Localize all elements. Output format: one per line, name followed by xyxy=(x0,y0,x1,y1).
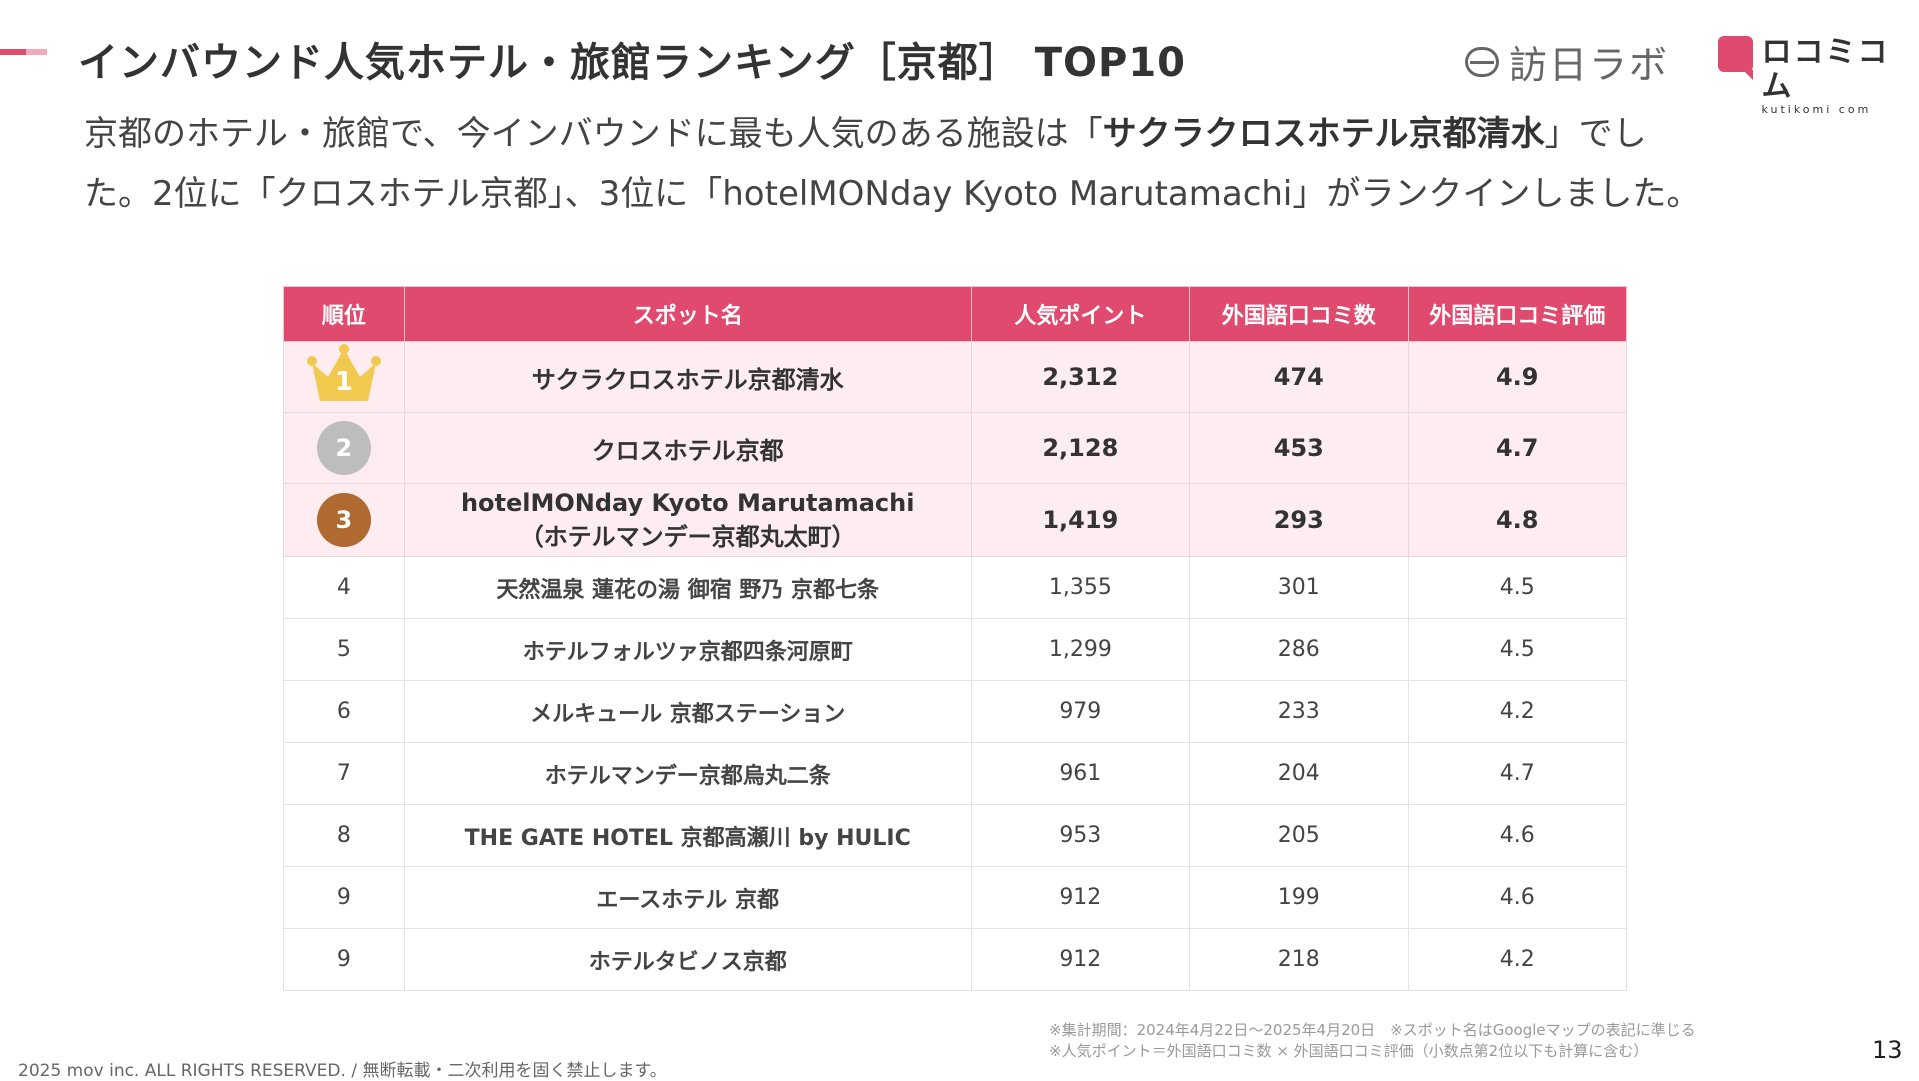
copyright-notice: 2025 mov inc. ALL RIGHTS RESERVED. / 無断転… xyxy=(18,1061,667,1081)
rank-cell: 2 xyxy=(283,412,405,484)
spot-name-cell: ホテルマンデー京都烏丸二条 xyxy=(403,742,972,805)
ranking-table: 順位 スポット名 人気ポイント 外国語口コミ数 外国語口コミ評価 1 サクラ xyxy=(283,286,1627,991)
kuchikomi-logo-subtext: kutikomi com xyxy=(1761,103,1872,116)
review-count-cell: 293 xyxy=(1189,483,1409,557)
spot-name-line-jp: （ホテルマンデー京都丸太町） xyxy=(519,523,856,551)
col-header-spot-name: スポット名 xyxy=(403,286,972,342)
table-row: 6 メルキュール 京都ステーション 979 233 4.2 xyxy=(283,680,1627,743)
spot-name-cell: ホテルタビノス京都 xyxy=(403,928,972,991)
spot-name-cell: THE GATE HOTEL 京都高瀬川 by HULIC xyxy=(403,804,972,867)
rating-cell: 4.8 xyxy=(1407,483,1627,557)
rating-cell: 4.9 xyxy=(1407,341,1627,413)
rating-cell: 4.7 xyxy=(1407,742,1627,805)
rank-cell: 3 xyxy=(283,483,405,557)
spot-name-cell: サクラクロスホテル京都清水 xyxy=(403,341,972,413)
houniti-labo-logo: 訪日ラボ xyxy=(1465,34,1669,89)
col-header-review-rating: 外国語口コミ評価 xyxy=(1407,286,1627,342)
rating-cell: 4.5 xyxy=(1407,556,1627,619)
table-row: 4 天然温泉 蓮花の湯 御宿 野乃 京都七条 1,355 301 4.5 xyxy=(283,556,1627,619)
page-title: インバウンド人気ホテル・旅館ランキング［京都］ TOP10 xyxy=(78,40,1186,86)
footnote-period: ※集計期間：2024年4月22日〜2025年4月20日 ※スポット名はGoogl… xyxy=(1049,1021,1696,1039)
kuchikomi-com-logo: ロコミコム kutikomi com xyxy=(1718,36,1919,116)
table-row: 1 サクラクロスホテル京都清水 2,312 474 4.9 xyxy=(283,341,1627,413)
review-count-cell: 233 xyxy=(1189,680,1409,743)
points-cell: 2,128 xyxy=(970,412,1191,484)
col-header-popularity-points: 人気ポイント xyxy=(970,286,1191,342)
spot-name-cell: hotelMONday Kyoto Marutamachi （ホテルマンデー京都… xyxy=(403,483,972,557)
bronze-medal-icon: 3 xyxy=(316,493,371,547)
silver-medal-icon: 2 xyxy=(316,421,371,475)
review-count-cell: 286 xyxy=(1189,618,1409,681)
rank-cell: 6 xyxy=(283,680,405,743)
rank-cell: 8 xyxy=(283,804,405,867)
table-row: 2 クロスホテル京都 2,128 453 4.7 xyxy=(283,412,1627,484)
table-row: 9 エースホテル 京都 912 199 4.6 xyxy=(283,866,1627,929)
houniti-logo-icon xyxy=(1465,46,1499,77)
speech-bubble-icon xyxy=(1718,36,1754,80)
review-count-cell: 205 xyxy=(1189,804,1409,867)
rank-cell: 9 xyxy=(283,928,405,991)
points-cell: 912 xyxy=(970,866,1191,929)
points-cell: 2,312 xyxy=(970,341,1191,413)
intro-line-1: 京都のホテル・旅館で、今インバウンドに最も人気のある施設は「サクラクロスホテル京… xyxy=(84,114,1647,154)
page-number: 13 xyxy=(1872,1036,1903,1064)
footnotes: ※集計期間：2024年4月22日〜2025年4月20日 ※スポット名はGoogl… xyxy=(1049,1020,1696,1062)
rating-cell: 4.2 xyxy=(1407,928,1627,991)
rank-cell: 5 xyxy=(283,618,405,681)
spot-name-cell: ホテルフォルツァ京都四条河原町 xyxy=(403,618,972,681)
footnote-formula: ※人気ポイント＝外国語口コミ数 × 外国語口コミ評価（小数点第2位以下も計算に含… xyxy=(1049,1042,1649,1060)
rating-cell: 4.7 xyxy=(1407,412,1627,484)
houniti-logo-text: 訪日ラボ xyxy=(1509,43,1670,87)
table-header-row: 順位 スポット名 人気ポイント 外国語口コミ数 外国語口コミ評価 xyxy=(283,286,1627,342)
points-cell: 1,299 xyxy=(970,618,1191,681)
spot-name-cell: クロスホテル京都 xyxy=(403,412,972,484)
table-row: 8 THE GATE HOTEL 京都高瀬川 by HULIC 953 205 … xyxy=(283,804,1627,867)
points-cell: 912 xyxy=(970,928,1191,991)
points-cell: 979 xyxy=(970,680,1191,743)
intro-paragraph: 京都のホテル・旅館で、今インバウンドに最も人気のある施設は「サクラクロスホテル京… xyxy=(84,104,1834,224)
points-cell: 1,419 xyxy=(970,483,1191,557)
points-cell: 1,355 xyxy=(970,556,1191,619)
rank-cell: 7 xyxy=(283,742,405,805)
spot-name-cell: エースホテル 京都 xyxy=(403,866,972,929)
rating-cell: 4.2 xyxy=(1407,680,1627,743)
review-count-cell: 474 xyxy=(1189,341,1409,413)
points-cell: 953 xyxy=(970,804,1191,867)
table-row: 7 ホテルマンデー京都烏丸二条 961 204 4.7 xyxy=(283,742,1627,805)
spot-name-cell: 天然温泉 蓮花の湯 御宿 野乃 京都七条 xyxy=(403,556,972,619)
table-row: 5 ホテルフォルツァ京都四条河原町 1,299 286 4.5 xyxy=(283,618,1627,681)
review-count-cell: 199 xyxy=(1189,866,1409,929)
rank-cell: 1 xyxy=(283,341,405,413)
rank-cell: 4 xyxy=(283,556,405,619)
points-cell: 961 xyxy=(970,742,1191,805)
table-row: 9 ホテルタビノス京都 912 218 4.2 xyxy=(283,928,1627,991)
rating-cell: 4.6 xyxy=(1407,804,1627,867)
rating-cell: 4.6 xyxy=(1407,866,1627,929)
kuchikomi-logo-text: ロコミコム xyxy=(1761,35,1890,104)
rating-cell: 4.5 xyxy=(1407,618,1627,681)
review-count-cell: 453 xyxy=(1189,412,1409,484)
title-accent-bar xyxy=(0,49,47,55)
rank-cell: 9 xyxy=(283,866,405,929)
spot-name-line: hotelMONday Kyoto Marutamachi xyxy=(460,489,915,517)
table-row: 3 hotelMONday Kyoto Marutamachi （ホテルマンデー… xyxy=(283,483,1627,557)
intro-line-2: た。2位に「クロスホテル京都」、3位に「hotelMONday Kyoto Ma… xyxy=(84,174,1701,214)
review-count-cell: 218 xyxy=(1189,928,1409,991)
col-header-rank: 順位 xyxy=(283,286,405,342)
spot-name-cell: メルキュール 京都ステーション xyxy=(403,680,972,743)
col-header-review-count: 外国語口コミ数 xyxy=(1189,286,1409,342)
top-hotel-highlight: サクラクロスホテル京都清水 xyxy=(1102,114,1545,154)
review-count-cell: 204 xyxy=(1189,742,1409,805)
review-count-cell: 301 xyxy=(1189,556,1409,619)
gold-crown-icon: 1 xyxy=(304,343,384,405)
